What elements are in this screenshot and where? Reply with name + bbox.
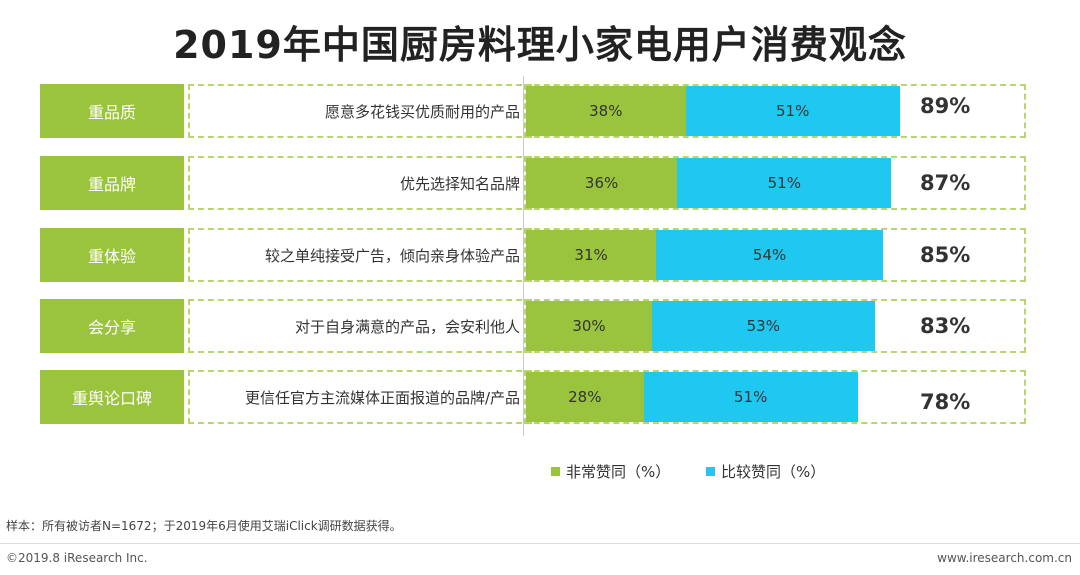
chart-row: 重体验 较之单纯接受广告，倾向亲身体验产品 31% 54% 85% xyxy=(0,228,1080,282)
bar-somewhat-agree: 53% xyxy=(652,301,875,351)
category-label: 重品质 xyxy=(40,84,184,138)
legend-item-s2: 比较赞同（%） xyxy=(706,461,825,482)
total-label: 85% xyxy=(920,243,971,267)
bar-strongly-agree: 38% xyxy=(526,86,686,136)
legend-item-s1: 非常赞同（%） xyxy=(551,461,670,482)
source-note: 样本：所有被访者N=1672；于2019年6月使用艾瑞iClick调研数据获得。 xyxy=(6,519,402,533)
bar-strongly-agree: 30% xyxy=(526,301,652,351)
divider-line xyxy=(523,76,524,436)
category-description: 对于自身满意的产品，会安利他人 xyxy=(188,299,532,353)
total-label: 83% xyxy=(920,314,971,338)
category-label: 重品牌 xyxy=(40,156,184,210)
footer-divider xyxy=(0,543,1080,544)
category-description: 较之单纯接受广告，倾向亲身体验产品 xyxy=(188,228,532,282)
bar-somewhat-agree: 51% xyxy=(677,158,892,208)
category-label: 重体验 xyxy=(40,228,184,282)
bar-track: 31% 54% xyxy=(524,228,1026,282)
category-label: 会分享 xyxy=(40,299,184,353)
chart-row: 重舆论口碑 更信任官方主流媒体正面报道的品牌/产品 28% 51% 78% xyxy=(0,370,1080,424)
category-description: 更信任官方主流媒体正面报道的品牌/产品 xyxy=(188,370,532,424)
bar-track: 28% 51% xyxy=(524,370,1026,424)
legend-label-s2: 比较赞同（%） xyxy=(721,463,826,481)
bar-track: 30% 53% xyxy=(524,299,1026,353)
legend-label-s1: 非常赞同（%） xyxy=(566,463,671,481)
total-label: 89% xyxy=(920,94,971,118)
chart-row: 会分享 对于自身满意的产品，会安利他人 30% 53% 83% xyxy=(0,299,1080,353)
category-description: 优先选择知名品牌 xyxy=(188,156,532,210)
bar-strongly-agree: 31% xyxy=(526,230,657,280)
bar-strongly-agree: 36% xyxy=(526,158,678,208)
total-label: 87% xyxy=(920,171,971,195)
chart-row: 重品质 愿意多花钱买优质耐用的产品 38% 51% 89% xyxy=(0,84,1080,138)
chart-title: 2019年中国厨房料理小家电用户消费观念 xyxy=(173,23,907,67)
legend-swatch-blue xyxy=(706,467,715,476)
bar-track: 38% 51% xyxy=(524,84,1026,138)
bar-strongly-agree: 28% xyxy=(526,372,644,422)
bar-track: 36% 51% xyxy=(524,156,1026,210)
chart-row: 重品牌 优先选择知名品牌 36% 51% 87% xyxy=(0,156,1080,210)
footer-copyright: ©2019.8 iResearch Inc. xyxy=(6,551,148,565)
legend-swatch-green xyxy=(551,467,560,476)
bar-somewhat-agree: 51% xyxy=(685,86,900,136)
category-description: 愿意多花钱买优质耐用的产品 xyxy=(188,84,532,138)
total-label: 78% xyxy=(920,390,971,414)
bar-somewhat-agree: 51% xyxy=(643,372,858,422)
category-label: 重舆论口碑 xyxy=(40,370,184,424)
footer-url: www.iresearch.com.cn xyxy=(937,551,1072,565)
bar-somewhat-agree: 54% xyxy=(656,230,883,280)
